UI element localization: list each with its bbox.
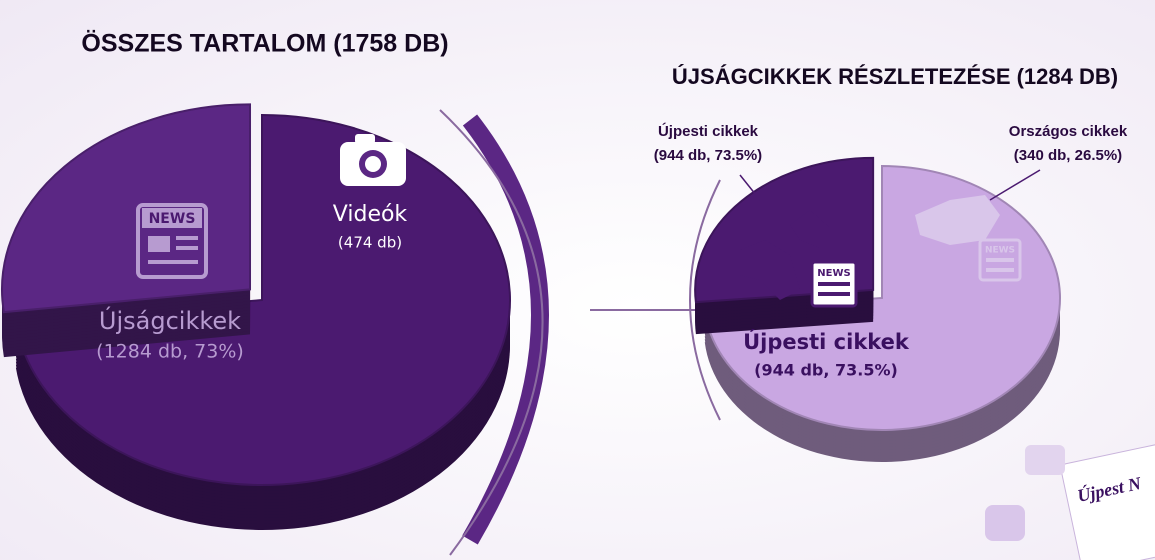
news-line bbox=[818, 292, 850, 296]
chart-title: ÚJSÁGCIKKEK RÉSZLETEZÉSE (1284 DB) bbox=[672, 64, 1118, 89]
news-icon-small: NEWS bbox=[978, 238, 1022, 282]
chat-icon bbox=[1025, 445, 1065, 475]
decor-arc-right bbox=[689, 179, 721, 421]
news-line bbox=[176, 236, 198, 240]
callout-line bbox=[989, 169, 1041, 201]
news-icon-small: NEWS bbox=[810, 260, 858, 308]
slice-label: Újságcikkek bbox=[99, 305, 241, 335]
news-icon-text: NEWS bbox=[149, 211, 196, 227]
slice-label: Videók bbox=[333, 202, 408, 227]
news-icon-text: NEWS bbox=[985, 246, 1015, 256]
callout-value-label: (944 db, 73.5%) bbox=[654, 147, 762, 164]
map-ujpest bbox=[740, 210, 830, 300]
news-line bbox=[986, 268, 1014, 272]
news-header bbox=[142, 208, 202, 228]
callout-value-label: (340 db, 26.5%) bbox=[1014, 147, 1122, 164]
camera-lens-inner bbox=[365, 156, 381, 172]
news-line bbox=[176, 246, 198, 250]
chart-title: ÖSSZES TARTALOM (1758 DB) bbox=[81, 29, 448, 58]
callout-line bbox=[739, 174, 761, 201]
slice-value-label: (474 db) bbox=[338, 234, 402, 252]
video-icon bbox=[985, 505, 1025, 541]
news-line bbox=[148, 260, 198, 264]
news-block bbox=[148, 236, 170, 252]
slice-label: Újpesti cikkek bbox=[743, 329, 910, 354]
slice-value-label: (1284 db, 73%) bbox=[96, 341, 244, 363]
news-icon-text: NEWS bbox=[817, 268, 850, 279]
newspaper-decoration: Újpest N bbox=[985, 440, 1155, 560]
slice-value-label: (944 db, 73.5%) bbox=[754, 361, 898, 380]
news-frame bbox=[978, 238, 1022, 282]
news-frame bbox=[136, 203, 208, 279]
camera-top bbox=[355, 134, 375, 144]
news-line bbox=[818, 282, 850, 286]
callout-label: Országos cikkek bbox=[1009, 123, 1128, 140]
news-icon-large: NEWS bbox=[136, 203, 208, 279]
slice bbox=[14, 113, 511, 486]
decor-arc-thin bbox=[439, 109, 544, 556]
map-hungary bbox=[915, 195, 1000, 245]
callout-label: Újpesti cikkek bbox=[658, 122, 759, 140]
decor-arc bbox=[462, 114, 549, 545]
news-line bbox=[986, 258, 1014, 262]
newspaper bbox=[1060, 440, 1155, 560]
camera-icon bbox=[340, 134, 406, 186]
